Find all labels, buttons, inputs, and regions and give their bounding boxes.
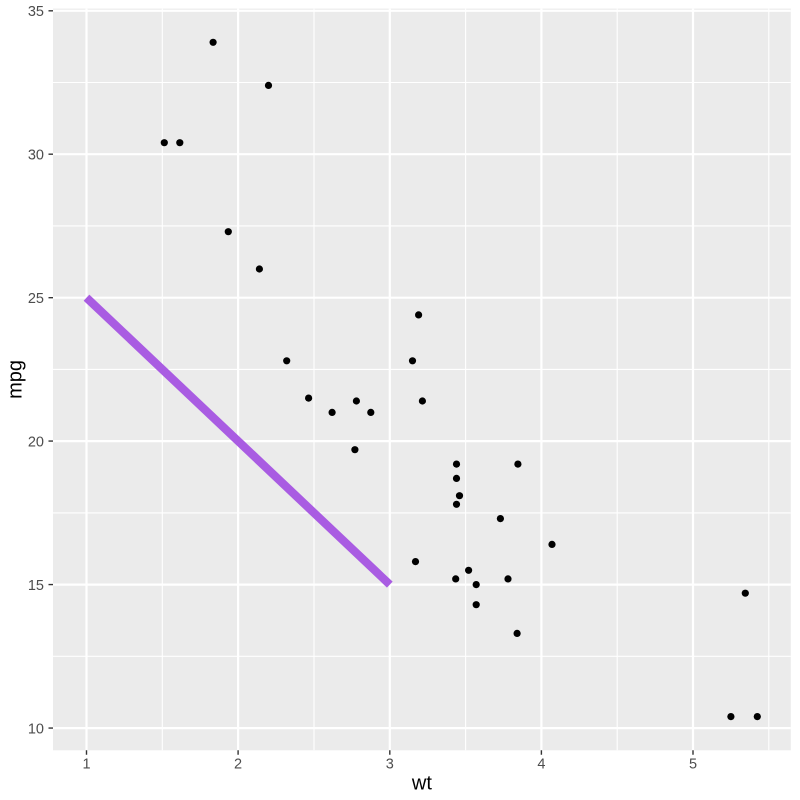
svg-text:mpg: mpg [5, 360, 27, 399]
svg-text:30: 30 [28, 147, 44, 163]
svg-text:35: 35 [28, 4, 44, 20]
svg-text:15: 15 [28, 578, 44, 594]
svg-text:1: 1 [82, 756, 90, 772]
svg-text:2: 2 [234, 756, 242, 772]
svg-text:4: 4 [537, 756, 545, 772]
svg-text:10: 10 [28, 721, 44, 737]
svg-text:3: 3 [386, 756, 394, 772]
svg-text:5: 5 [689, 756, 697, 772]
svg-text:wt: wt [411, 773, 432, 795]
svg-text:20: 20 [28, 434, 44, 450]
svg-text:25: 25 [28, 291, 44, 307]
